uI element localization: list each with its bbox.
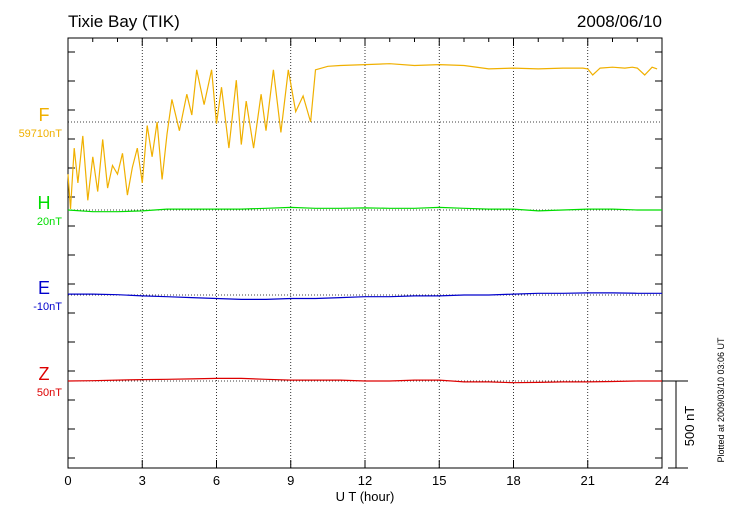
component-label-z: Z (39, 364, 50, 384)
series-group (67, 63, 662, 384)
x-tick-label: 12 (358, 473, 372, 488)
component-labels: F 59710nT H 20nT E -10nT Z 50nT (19, 105, 63, 399)
baseline-label-h: 20nT (37, 216, 62, 228)
scale-bar-label: 500 nT (682, 406, 697, 447)
plot-frame (67, 37, 663, 469)
chart-title: Tixie Bay (TIK) (68, 12, 180, 31)
chart-date: 2008/06/10 (577, 12, 662, 31)
component-label-f: F (39, 105, 50, 125)
x-tick-label: 21 (581, 473, 595, 488)
series-line-h (67, 206, 662, 213)
series-line-e (68, 292, 662, 300)
x-tick-label: 6 (213, 473, 220, 488)
x-tick-label: 3 (139, 473, 146, 488)
baseline-label-z: 50nT (37, 387, 62, 399)
x-tick-label: 24 (655, 473, 669, 488)
scale-bar: 500 nT (662, 380, 697, 469)
x-tick-label: 18 (506, 473, 520, 488)
x-tick-label: 0 (64, 473, 71, 488)
x-axis-label: U T (hour) (336, 489, 395, 504)
grid (68, 38, 662, 468)
component-label-h: H (38, 193, 51, 213)
series-line-z (67, 377, 662, 384)
frame-ticks (67, 38, 663, 459)
x-axis-ticks: 0 3 6 9 12 15 18 21 24 (64, 460, 669, 488)
baseline-label-e: -10nT (33, 301, 62, 313)
x-tick-label: 15 (432, 473, 446, 488)
series-line-f (67, 63, 658, 210)
plotted-note: Plotted at 2009/03/10 03:06 UT (716, 337, 726, 463)
component-label-e: E (38, 278, 50, 298)
baseline-label-f: 59710nT (19, 128, 63, 140)
x-tick-label: 9 (287, 473, 294, 488)
